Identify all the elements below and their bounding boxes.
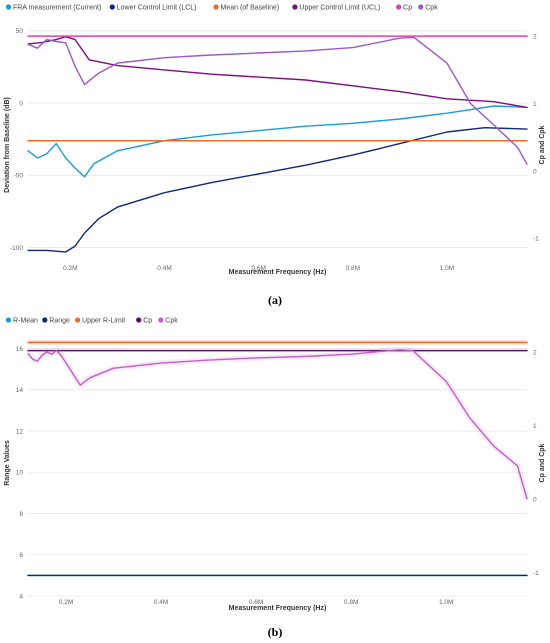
series-line-cpk [27,349,528,500]
y2-tick-label: 1 [533,101,537,108]
x-tick-label: 0.6M [249,599,263,606]
legend-item: Mean (of Baseline) [213,4,279,11]
series-line-lower-control-limit-lcl [27,127,528,253]
legend-item: Cpk [158,317,178,324]
y2-tick-label: 0 [533,168,537,175]
legend-label: Lower Control Limit (LCL) [117,4,197,11]
x-tick-label: 0.8M [344,599,358,606]
x-tick-label: 0.2M [59,599,73,606]
x-tick-label: 0.4M [154,599,168,606]
y-axis-title: Range Values [4,440,11,486]
legend-label: Cp [143,317,152,324]
y-tick-label: 0 [19,100,23,107]
legend-item: Upper R-Limit [74,317,125,324]
y2-tick-label: 2 [533,33,537,40]
figure-caption: (b) [268,625,283,639]
x-tick-label: 1.0M [439,599,453,606]
y2-tick-label: -1 [533,236,539,243]
y-tick-label: 8 [19,511,23,518]
series-line-fra-measurement-current [27,105,528,178]
y2-tick-label: 1 [533,423,537,430]
x-tick-label: 1.0M [440,265,454,272]
y2-tick-label: 0 [533,496,537,503]
legend-label: Mean (of Baseline) [221,4,280,11]
figure-caption: (a) [268,293,282,307]
y-axis-title: Deviation from Baseline (dB) [4,97,11,193]
y-tick-label: 50 [16,28,24,35]
y2-axis-title: Cp and Cpk [539,125,546,164]
x-tick-label: 0.2M [63,265,77,272]
x-axis-title: Measurement Frequency (Hz) [229,269,327,276]
legend-marker [42,317,48,323]
legend-marker [5,317,12,323]
y-tick-label: 14 [16,387,24,394]
x-tick-label: 0.4M [157,265,171,272]
chart-a: FRA measurement (Current) Lower Control L… [4,4,546,307]
legend-marker [74,317,81,323]
y-tick-label: 4 [19,593,23,600]
y2-tick-label: 2 [533,349,537,356]
y-tick-label: 10 [16,470,24,477]
legend-marker [418,4,424,10]
legend-item: R-Mean [5,317,38,324]
y-tick-label: 12 [16,428,24,435]
y-tick-label: 6 [19,552,23,559]
x-tick-label: 0.8M [346,265,360,272]
legend-item: Upper Control Limit (UCL) [292,4,380,11]
y-tick-label: -50 [14,173,24,180]
y-tick-label: -100 [10,245,23,252]
legend-item: Cp [136,317,152,324]
legend-item: Cpk [418,4,438,11]
chart-b: R-Mean Range Upper R-Limit Cp Cpk16141210864… [4,317,546,639]
series-line-cpk [27,36,528,165]
x-axis-title: Measurement Frequency (Hz) [229,605,327,612]
legend-marker [158,317,164,323]
legend-marker [292,4,298,10]
y2-tick-label: -1 [533,570,539,577]
legend-label: R-Mean [13,317,38,324]
legend-marker [109,4,115,10]
y2-axis-title: Cp and Cpk [539,443,546,482]
legend-label: Cpk [165,317,178,324]
legend-label: Range [49,317,70,324]
legend-label: Cpk [425,4,438,11]
legend-item: Range [42,317,70,324]
legend-marker [213,4,219,10]
legend-item: Cp [396,4,412,11]
x-tick-label: 0.6M [251,265,265,272]
legend-marker [136,317,142,323]
legend-marker [5,4,12,10]
legend-item: FRA measurement (Current) [5,4,101,11]
legend-label: Cp [403,4,412,11]
y-tick-label: 16 [16,346,24,353]
legend-label: FRA measurement (Current) [13,4,101,11]
legend-marker [396,4,402,10]
legend-label: Upper R-Limit [82,317,125,324]
series-line-upper-control-limit-ucl [27,36,528,109]
legend-label: Upper Control Limit (UCL) [299,4,380,11]
legend-item: Lower Control Limit (LCL) [109,4,197,11]
